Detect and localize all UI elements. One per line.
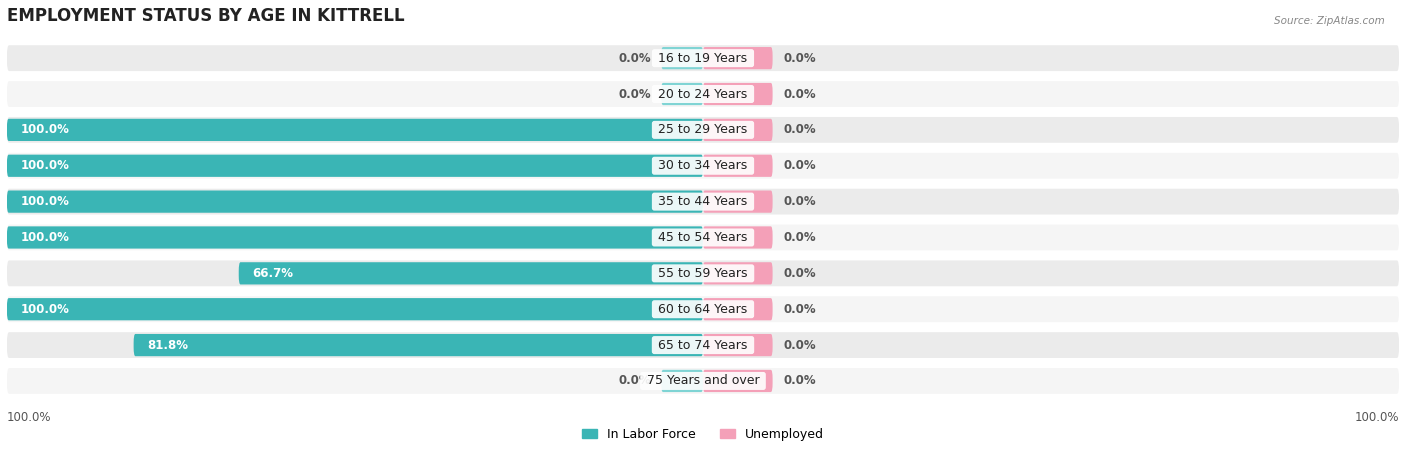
Text: 65 to 74 Years: 65 to 74 Years [654, 338, 752, 351]
FancyBboxPatch shape [703, 298, 773, 320]
FancyBboxPatch shape [7, 296, 1399, 322]
Text: 0.0%: 0.0% [783, 303, 815, 316]
Legend: In Labor Force, Unemployed: In Labor Force, Unemployed [576, 423, 830, 446]
Text: 0.0%: 0.0% [783, 195, 815, 208]
Text: 16 to 19 Years: 16 to 19 Years [654, 52, 752, 65]
Text: 60 to 64 Years: 60 to 64 Years [654, 303, 752, 316]
Text: 100.0%: 100.0% [1354, 411, 1399, 424]
FancyBboxPatch shape [7, 332, 1399, 358]
Text: 0.0%: 0.0% [783, 231, 815, 244]
Text: 100.0%: 100.0% [21, 195, 70, 208]
FancyBboxPatch shape [7, 45, 1399, 71]
Text: 30 to 34 Years: 30 to 34 Years [654, 159, 752, 172]
FancyBboxPatch shape [703, 370, 773, 392]
Text: 100.0%: 100.0% [21, 159, 70, 172]
Text: 100.0%: 100.0% [21, 303, 70, 316]
FancyBboxPatch shape [7, 261, 1399, 286]
FancyBboxPatch shape [239, 262, 703, 284]
FancyBboxPatch shape [703, 155, 773, 177]
Text: 81.8%: 81.8% [148, 338, 188, 351]
FancyBboxPatch shape [7, 119, 703, 141]
Text: 0.0%: 0.0% [783, 267, 815, 280]
Text: 0.0%: 0.0% [783, 52, 815, 65]
FancyBboxPatch shape [703, 119, 773, 141]
FancyBboxPatch shape [7, 155, 703, 177]
Text: 55 to 59 Years: 55 to 59 Years [654, 267, 752, 280]
FancyBboxPatch shape [703, 226, 773, 248]
Text: 0.0%: 0.0% [619, 52, 651, 65]
FancyBboxPatch shape [7, 368, 1399, 394]
Text: 100.0%: 100.0% [21, 231, 70, 244]
Text: 20 to 24 Years: 20 to 24 Years [654, 87, 752, 100]
FancyBboxPatch shape [7, 117, 1399, 143]
Text: 100.0%: 100.0% [21, 123, 70, 136]
Text: 0.0%: 0.0% [783, 374, 815, 387]
Text: 25 to 29 Years: 25 to 29 Years [654, 123, 752, 136]
FancyBboxPatch shape [7, 190, 703, 213]
Text: 0.0%: 0.0% [783, 159, 815, 172]
Text: 0.0%: 0.0% [619, 374, 651, 387]
FancyBboxPatch shape [661, 47, 703, 69]
Text: Source: ZipAtlas.com: Source: ZipAtlas.com [1274, 16, 1385, 26]
FancyBboxPatch shape [661, 83, 703, 105]
Text: 0.0%: 0.0% [783, 87, 815, 100]
FancyBboxPatch shape [661, 370, 703, 392]
FancyBboxPatch shape [703, 334, 773, 356]
FancyBboxPatch shape [703, 83, 773, 105]
Text: 0.0%: 0.0% [783, 123, 815, 136]
FancyBboxPatch shape [134, 334, 703, 356]
FancyBboxPatch shape [7, 189, 1399, 215]
Text: 100.0%: 100.0% [7, 411, 52, 424]
FancyBboxPatch shape [703, 262, 773, 284]
Text: 45 to 54 Years: 45 to 54 Years [654, 231, 752, 244]
Text: 0.0%: 0.0% [619, 87, 651, 100]
FancyBboxPatch shape [7, 298, 703, 320]
FancyBboxPatch shape [7, 81, 1399, 107]
FancyBboxPatch shape [7, 226, 703, 248]
FancyBboxPatch shape [7, 225, 1399, 250]
FancyBboxPatch shape [703, 47, 773, 69]
Text: 0.0%: 0.0% [783, 338, 815, 351]
Text: EMPLOYMENT STATUS BY AGE IN KITTRELL: EMPLOYMENT STATUS BY AGE IN KITTRELL [7, 7, 405, 25]
Text: 66.7%: 66.7% [253, 267, 294, 280]
Text: 75 Years and over: 75 Years and over [643, 374, 763, 387]
FancyBboxPatch shape [7, 153, 1399, 179]
FancyBboxPatch shape [703, 190, 773, 213]
Text: 35 to 44 Years: 35 to 44 Years [654, 195, 752, 208]
